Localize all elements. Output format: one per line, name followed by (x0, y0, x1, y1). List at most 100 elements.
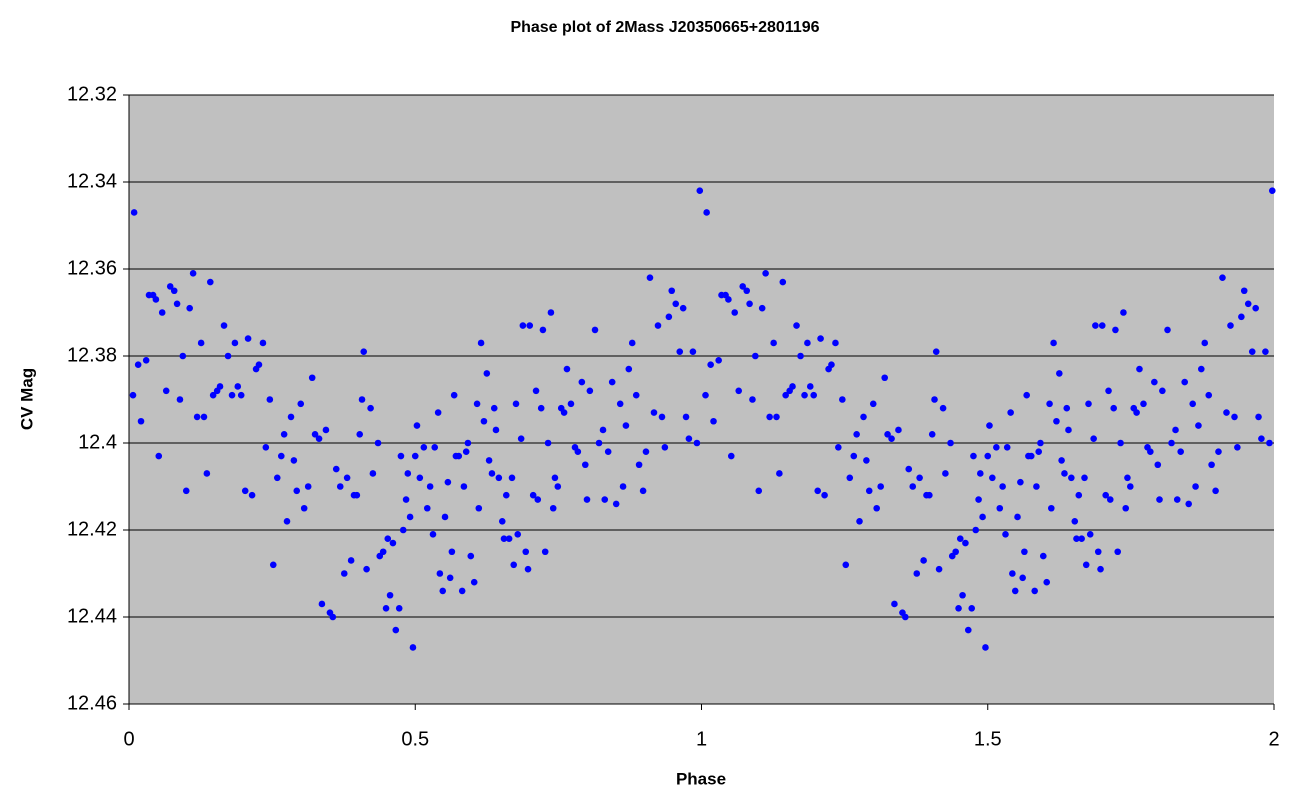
data-point (928, 431, 936, 438)
data-point (374, 439, 382, 447)
y-tick-label: 12.32 (67, 83, 117, 105)
data-point (244, 335, 252, 342)
x-tick-label: 0 (123, 728, 134, 750)
data-point (850, 452, 858, 460)
data-point (1234, 444, 1241, 451)
data-point (444, 478, 452, 486)
data-point (1114, 548, 1122, 556)
data-point (1127, 483, 1134, 490)
data-point (332, 465, 340, 473)
data-point (413, 422, 421, 429)
data-point (311, 431, 319, 438)
data-point (984, 452, 992, 460)
data-point (308, 374, 316, 382)
data-point (749, 396, 756, 403)
data-point (1240, 287, 1248, 295)
data-point (1177, 448, 1184, 456)
data-point (409, 644, 417, 651)
data-point (658, 413, 666, 421)
data-point (1039, 552, 1047, 560)
data-point (173, 300, 181, 308)
data-point (423, 504, 431, 512)
data-point (1255, 413, 1262, 421)
data-point (322, 426, 330, 434)
data-point (1092, 322, 1099, 329)
data-point (1156, 496, 1163, 503)
data-point (964, 626, 972, 634)
data-point (517, 435, 525, 442)
data-point (947, 439, 954, 447)
data-point (1136, 365, 1143, 373)
data-point (416, 474, 424, 482)
data-point (1061, 470, 1068, 477)
data-point (1007, 409, 1014, 416)
data-point (646, 274, 654, 282)
y-tick-label: 12.46 (67, 692, 117, 714)
data-point (395, 605, 403, 612)
data-point (1185, 500, 1192, 508)
data-point (779, 278, 787, 286)
data-point (524, 565, 532, 573)
data-point (608, 378, 616, 386)
data-point (835, 444, 842, 451)
data-point (406, 513, 414, 521)
data-point (544, 439, 552, 447)
data-point (429, 531, 437, 538)
data-point (262, 444, 270, 451)
data-point (996, 504, 1004, 512)
data-point (676, 348, 684, 355)
data-point (920, 557, 927, 564)
data-point (1068, 474, 1075, 482)
data-point (860, 413, 867, 421)
data-point (1223, 409, 1230, 416)
data-point (888, 435, 895, 442)
data-point (693, 439, 701, 447)
data-point (259, 339, 267, 347)
data-point (672, 300, 680, 308)
data-point (743, 287, 751, 295)
data-point (1056, 370, 1063, 377)
data-point (343, 474, 351, 482)
data-point (1033, 483, 1040, 490)
data-point (567, 400, 575, 408)
data-point (356, 431, 364, 438)
data-point (1266, 439, 1273, 447)
data-point (411, 452, 419, 460)
data-point (1124, 474, 1131, 482)
data-point (639, 487, 647, 495)
data-point (248, 491, 256, 499)
data-point (856, 518, 863, 525)
data-point (488, 470, 496, 477)
data-point (1037, 439, 1044, 447)
data-point (1268, 187, 1276, 194)
data-point (532, 387, 540, 395)
data-point (982, 644, 989, 651)
data-point (508, 474, 516, 482)
data-point (510, 561, 518, 569)
data-point (336, 483, 344, 490)
data-point (628, 339, 636, 347)
data-point (1102, 491, 1109, 499)
data-point (806, 383, 814, 390)
data-point (1031, 587, 1038, 595)
data-point (604, 448, 612, 456)
data-point (1215, 448, 1222, 456)
data-point (1106, 496, 1114, 503)
data-point (439, 587, 447, 595)
x-axis-label: Phase (676, 769, 726, 788)
data-point (200, 413, 208, 421)
data-point (502, 491, 510, 499)
data-point (832, 339, 839, 347)
data-point (554, 483, 562, 490)
data-point (480, 417, 488, 425)
data-point (420, 444, 428, 451)
data-point (514, 531, 522, 538)
data-point (739, 283, 747, 290)
data-point (1189, 400, 1197, 408)
data-point (1050, 339, 1057, 347)
data-point (839, 396, 846, 403)
data-point (1212, 487, 1219, 495)
data-point (1009, 570, 1016, 577)
data-point (801, 391, 808, 399)
data-point (176, 396, 184, 403)
